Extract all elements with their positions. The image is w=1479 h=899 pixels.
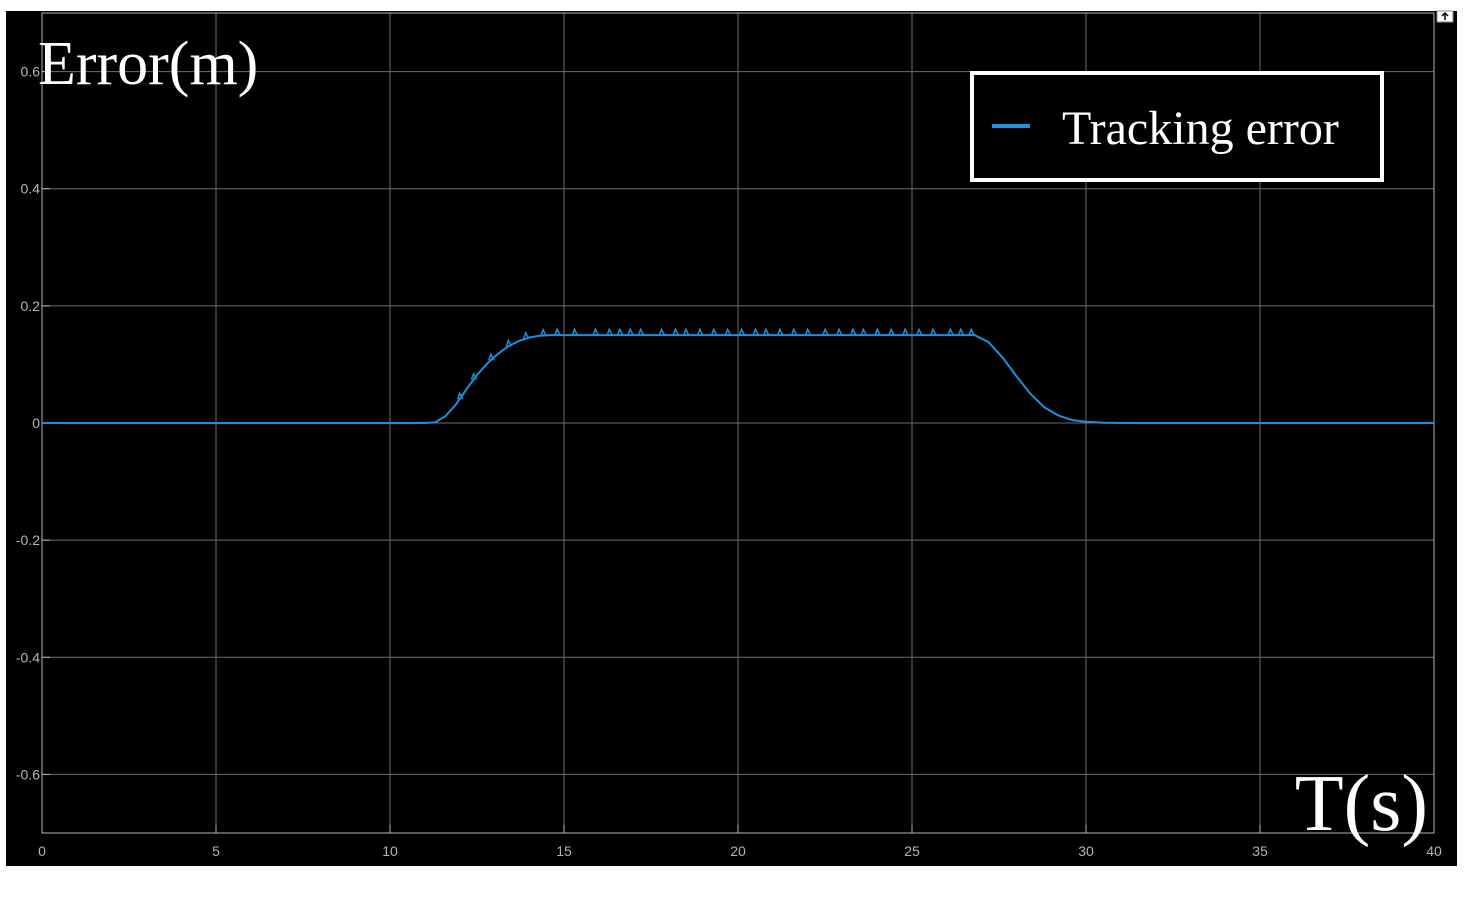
series-spike xyxy=(850,327,857,336)
legend-box xyxy=(970,71,1384,182)
series-spike xyxy=(627,327,634,336)
series-spike xyxy=(470,371,478,380)
series-spike xyxy=(697,327,704,336)
series-spike xyxy=(710,327,718,336)
x-tick-label: 0 xyxy=(38,843,46,859)
series-spike xyxy=(592,327,599,336)
series-spike xyxy=(488,352,495,361)
series-spike xyxy=(968,327,975,336)
series-spike xyxy=(777,327,784,336)
y-tick-label: 0.2 xyxy=(21,298,41,314)
undock-icon[interactable] xyxy=(1436,10,1454,23)
series-spike xyxy=(836,327,843,336)
x-tick-label: 5 xyxy=(212,843,220,859)
y-tick-labels: -0.6 -0.4 -0.2 0 0.2 0.4 0.6 xyxy=(16,64,40,783)
series-spike xyxy=(752,327,760,336)
y-tick-label: 0 xyxy=(32,415,40,431)
x-tick-label: 40 xyxy=(1426,843,1442,859)
legend: Tracking error xyxy=(970,71,1384,182)
series-spike xyxy=(930,327,937,336)
x-tick-label: 10 xyxy=(382,843,398,859)
series-spike xyxy=(763,327,770,336)
series-spike xyxy=(554,327,561,336)
x-tick-label: 20 xyxy=(730,843,746,859)
y-tick-label: 0.4 xyxy=(21,181,41,197)
series-spike xyxy=(456,391,464,400)
y-tick-label: -0.6 xyxy=(16,766,40,782)
x-axis-label: T(s) xyxy=(1295,760,1428,848)
y-tick-label: -0.4 xyxy=(16,649,40,665)
series-spike xyxy=(616,327,624,336)
y-axis-label: Error(m) xyxy=(38,30,258,98)
series-spike xyxy=(724,327,732,336)
series-spike xyxy=(505,338,512,347)
series-spike xyxy=(606,327,613,336)
series-spike xyxy=(860,327,867,336)
series-spike xyxy=(916,327,923,336)
series-spike xyxy=(958,327,965,336)
y-tick-label: -0.2 xyxy=(16,532,40,548)
x-tick-label: 35 xyxy=(1252,843,1268,859)
series-spike xyxy=(738,327,746,336)
series-group xyxy=(42,327,1434,424)
series-spike xyxy=(790,327,798,336)
series-spike xyxy=(658,327,666,336)
y-tick-label: 0.6 xyxy=(21,64,41,80)
series-spike xyxy=(804,327,812,336)
legend-label: Tracking error xyxy=(1062,102,1339,155)
series-spike xyxy=(822,327,829,336)
series-spike xyxy=(637,327,645,336)
series-spike xyxy=(888,327,895,336)
series-spike xyxy=(672,327,680,336)
x-tick-labels: 0 5 10 15 20 25 30 35 40 xyxy=(38,843,1442,859)
series-spike xyxy=(874,327,881,336)
series-spike xyxy=(540,327,547,336)
series-spike xyxy=(523,330,530,339)
x-tick-label: 15 xyxy=(556,843,572,859)
series-spike xyxy=(571,327,579,336)
x-tick-label: 30 xyxy=(1078,843,1094,859)
series-spike xyxy=(947,327,954,336)
series-spike xyxy=(683,327,690,336)
x-tick-label: 25 xyxy=(904,843,920,859)
series-line-0 xyxy=(42,334,1434,424)
series-spike xyxy=(902,327,909,336)
